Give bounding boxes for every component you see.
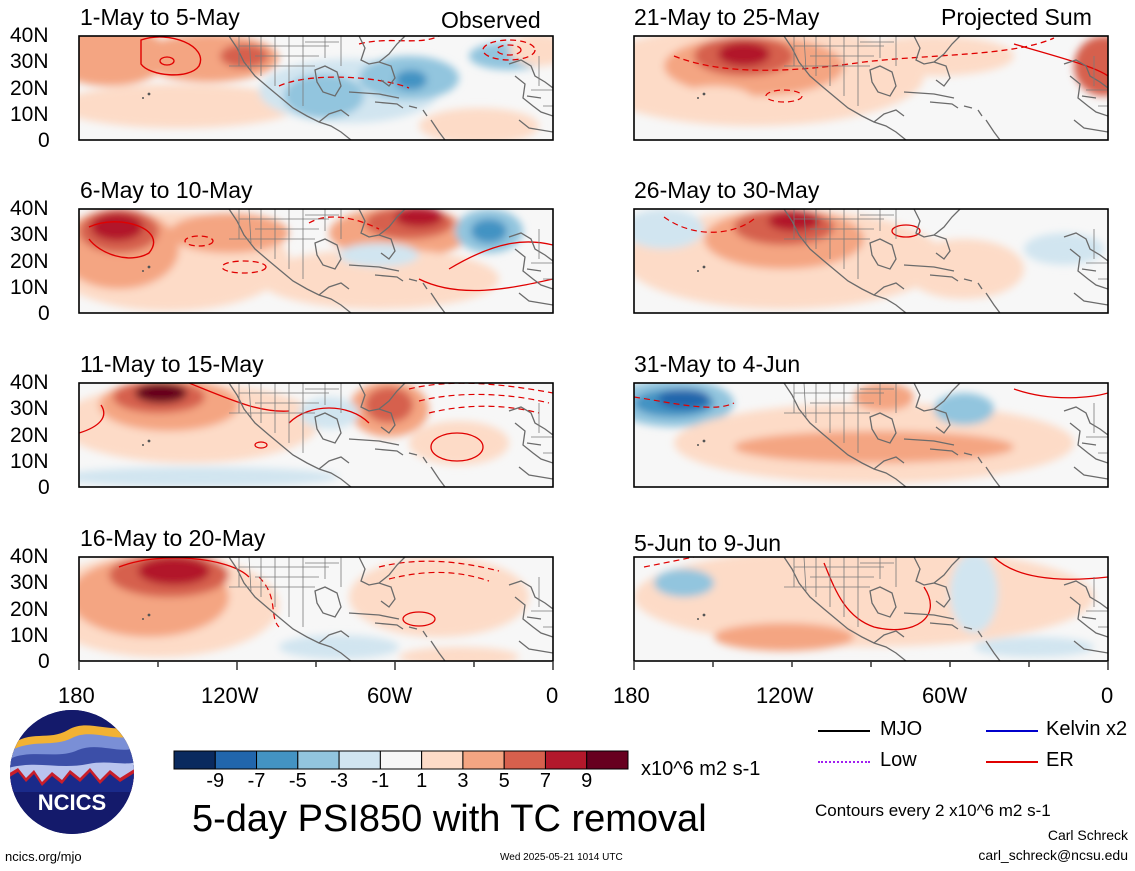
lon-label: 180: [613, 683, 650, 708]
colorbar-cell: [462, 750, 505, 770]
ncics-logo: NCICS: [10, 710, 134, 834]
legend-line-kelvin: [986, 730, 1038, 732]
map-panel-3: [78, 382, 554, 488]
colorbar-cell: [297, 750, 340, 770]
legend-label-er: ER: [1046, 749, 1074, 771]
colorbar-tick-label: 9: [581, 770, 593, 792]
lat-label: 40N: [10, 197, 49, 220]
colorbar-cell: [421, 750, 464, 770]
colorbar-cell: [338, 750, 381, 770]
colorbar-tick-label: -7: [247, 770, 266, 792]
colorbar-tick-label: 7: [539, 770, 552, 792]
lat-label: 40N: [10, 24, 49, 47]
lon-label: 0: [546, 683, 559, 708]
footer-url[interactable]: ncics.org/mjo: [5, 849, 82, 864]
map-panel-6: [633, 208, 1109, 314]
logo-text: NCICS: [38, 790, 106, 815]
main-title: 5-day PSI850 with TC removal: [192, 798, 707, 840]
lat-label: 30N: [10, 223, 49, 246]
panel-tag-observed: Observed: [441, 7, 541, 33]
lat-label: 40N: [10, 545, 49, 568]
lat-label: 0: [38, 650, 50, 673]
lon-label: 60W: [367, 683, 413, 708]
contour-note: Contours every 2 x10^6 m2 s-1: [815, 801, 1051, 820]
footer-author: Carl Schreck: [1047, 827, 1128, 843]
lat-label: 20N: [10, 77, 49, 100]
colorbar-tick-label: -1: [371, 770, 390, 792]
map-panel-5: [633, 35, 1109, 141]
map-panel-4: [78, 556, 554, 662]
lat-label: 10N: [10, 624, 49, 647]
colorbar-tick-label: -3: [330, 770, 348, 792]
colorbar-cell: [256, 750, 299, 770]
axis-ticks: [78, 662, 1109, 670]
lat-label: 10N: [10, 450, 49, 473]
colorbar: [173, 750, 629, 770]
colorbar-cell: [586, 750, 629, 770]
lat-label: 10N: [10, 103, 49, 126]
legend-label-mjo: MJO: [880, 718, 923, 740]
colorbar-units: x10^6 m2 s-1: [641, 758, 761, 780]
colorbar-cell: [544, 750, 588, 770]
colorbar-cell: [503, 750, 546, 770]
panel-title-4: 16-May to 20-May: [80, 525, 266, 551]
panel-title-7: 31-May to 4-Jun: [634, 351, 801, 377]
map-panel-7: [633, 382, 1109, 488]
lon-label: 0: [1101, 683, 1114, 708]
lat-label: 20N: [10, 250, 49, 273]
legend-line-er: [986, 761, 1038, 763]
map-panel-8: [633, 556, 1109, 662]
map-panel-1: [78, 35, 554, 141]
lat-label: 30N: [10, 397, 49, 420]
lat-label: 0: [38, 129, 50, 152]
panel-tag-projected: Projected Sum: [941, 4, 1092, 30]
colorbar-tick-label: 1: [416, 770, 428, 792]
colorbar-cell: [379, 750, 423, 770]
colorbar-cell: [214, 750, 258, 770]
lon-label: 120W: [201, 683, 259, 708]
legend-line-mjo: [818, 730, 870, 732]
lat-label: 30N: [10, 50, 49, 73]
legend-line-low: [818, 761, 870, 763]
colorbar-tick-label: -5: [288, 770, 307, 792]
legend-label-low: Low: [880, 749, 917, 771]
lat-label: 0: [38, 302, 50, 325]
legend-label-kelvin: Kelvin x2: [1046, 718, 1128, 740]
lat-label: 40N: [10, 371, 49, 394]
panel-title-8: 5-Jun to 9-Jun: [634, 530, 782, 556]
panel-title-2: 6-May to 10-May: [80, 177, 253, 203]
lon-label: 60W: [922, 683, 968, 708]
colorbar-tick-label: 3: [457, 770, 469, 792]
footer-email[interactable]: carl_schreck@ncsu.edu: [978, 847, 1128, 863]
panel-title-1: 1-May to 5-May: [80, 4, 240, 30]
lat-label: 20N: [10, 598, 49, 621]
colorbar-cell: [173, 750, 216, 770]
lat-label: 30N: [10, 571, 49, 594]
lat-label: 20N: [10, 424, 49, 447]
lat-label: 10N: [10, 276, 49, 299]
lon-label: 180: [58, 683, 95, 708]
colorbar-tick-label: -9: [206, 770, 225, 792]
panel-title-6: 26-May to 30-May: [634, 177, 820, 203]
footer-timestamp: Wed 2025-05-21 1014 UTC: [500, 852, 623, 863]
panel-title-5: 21-May to 25-May: [634, 4, 820, 30]
map-panels: [78, 35, 1109, 670]
map-panel-2: [78, 208, 554, 314]
colorbar-tick-label: 5: [498, 770, 510, 792]
lat-label: 0: [38, 476, 50, 499]
panel-title-3: 11-May to 15-May: [80, 351, 264, 377]
lon-label: 120W: [756, 683, 814, 708]
